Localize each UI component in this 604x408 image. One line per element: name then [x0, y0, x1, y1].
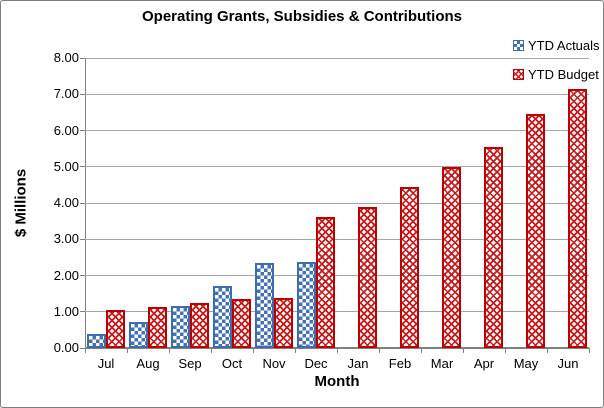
gridline [85, 166, 589, 168]
x-axis-tick [421, 348, 422, 353]
x-axis-tick [85, 348, 86, 353]
x-axis-tick [295, 348, 296, 353]
gridline [85, 238, 589, 240]
x-axis-title: Month [314, 373, 360, 390]
y-axis-tick [80, 130, 85, 131]
y-tick-label: 7.00 [53, 86, 79, 102]
gridline [85, 93, 589, 95]
y-axis-tick [80, 93, 85, 95]
bar-ytd-budget-mar [442, 166, 461, 348]
bar-ytd-actuals-oct [213, 286, 232, 348]
y-axis-tick [80, 347, 85, 349]
bar-ytd-budget-feb [400, 186, 419, 348]
x-tick-label: Jul [97, 356, 115, 371]
y-tick-label: 4.00 [53, 195, 79, 210]
bar-ytd-budget-oct [232, 299, 251, 348]
legend: YTD Actuals YTD Budget [513, 35, 600, 93]
x-axis-tick [169, 348, 170, 353]
x-tick-label: Oct [221, 356, 243, 371]
x-axis-tick [379, 348, 380, 353]
bar-ytd-actuals-aug [129, 321, 148, 348]
ytd-actuals-swatch-icon [513, 39, 524, 51]
legend-label: YTD Budget [528, 66, 599, 82]
bar-ytd-budget-aug [148, 307, 167, 348]
y-tick-label: 3.00 [53, 231, 79, 247]
ytd-budget-swatch-icon [513, 68, 524, 80]
legend-entry-ytd-actuals: YTD Actuals [513, 35, 600, 55]
bar-ytd-budget-may [526, 114, 545, 348]
chart-title: Operating Grants, Subsidies & Contributi… [141, 8, 463, 25]
bar-ytd-budget-apr [484, 146, 503, 348]
y-axis-tick [80, 311, 85, 313]
bar-ytd-actuals-nov [255, 262, 274, 348]
x-tick-label: Aug [136, 356, 160, 371]
x-tick-label: Dec [304, 356, 328, 371]
x-axis-tick [211, 348, 212, 353]
bar-ytd-actuals-sep [171, 305, 190, 348]
gridline [85, 275, 589, 276]
x-axis-tick [463, 348, 464, 353]
gridline [85, 311, 589, 313]
y-axis-tick [80, 238, 85, 240]
y-tick-label: 2.00 [53, 267, 79, 283]
y-axis-tick [80, 275, 85, 276]
x-tick-label: Nov [262, 356, 286, 371]
x-tick-label: May [513, 356, 539, 371]
x-axis-tick [589, 348, 590, 353]
y-tick-label: 1.00 [53, 303, 79, 319]
y-tick-label: 5.00 [53, 158, 79, 174]
y-axis-title: $ Millions [12, 168, 30, 238]
bar-ytd-budget-dec [316, 216, 335, 348]
x-tick-label: Jun [557, 356, 579, 371]
bar-ytd-budget-sep [190, 302, 209, 348]
bar-ytd-actuals-dec [297, 262, 316, 348]
bar-ytd-budget-jun [568, 88, 587, 348]
gridline [85, 57, 589, 59]
x-tick-label: Sep [178, 356, 202, 371]
y-tick-label: 8.00 [53, 50, 79, 65]
y-axis-tick [80, 57, 85, 59]
gridline [85, 130, 589, 131]
x-axis-tick [547, 348, 548, 353]
x-axis-tick [505, 348, 506, 353]
bar-ytd-actuals-jul [87, 333, 106, 348]
x-tick-label: Feb [388, 356, 412, 371]
gridline [85, 202, 589, 204]
y-axis-tick [80, 202, 85, 204]
x-axis-tick [127, 348, 128, 353]
x-tick-label: Mar [430, 356, 454, 371]
y-tick-label: 0.00 [53, 340, 79, 355]
x-tick-label: Jan [347, 356, 369, 371]
bar-ytd-budget-jul [106, 309, 125, 348]
x-axis-tick [337, 348, 338, 353]
bar-ytd-budget-jan [358, 206, 377, 348]
legend-label: YTD Actuals [528, 37, 600, 53]
bar-ytd-budget-nov [274, 297, 293, 348]
x-tick-label: Apr [473, 356, 495, 371]
y-tick-label: 6.00 [53, 122, 79, 138]
plot-area: 0.00 1.00 2.00 3.00 4.00 5.00 6.00 7.00 8.00 Jul A… [54, 51, 590, 371]
legend-entry-ytd-budget: YTD Budget [513, 64, 600, 84]
x-axis-tick [253, 348, 254, 353]
y-axis-tick [80, 166, 85, 168]
